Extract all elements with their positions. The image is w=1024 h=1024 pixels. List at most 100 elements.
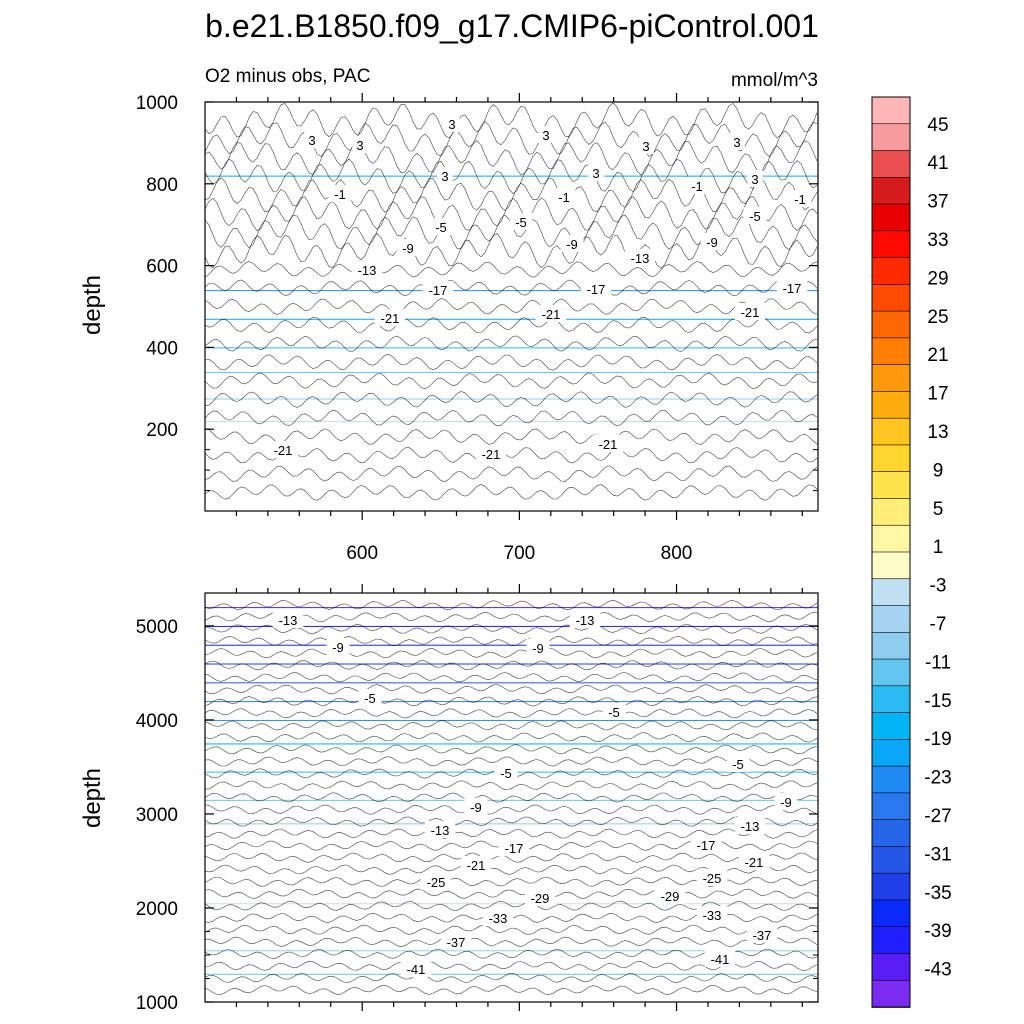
bottom-contour-label: -5 bbox=[608, 705, 620, 720]
top-contour-label-box bbox=[351, 261, 383, 278]
bottom-contour-band bbox=[205, 682, 818, 684]
top-contour-line bbox=[205, 196, 818, 232]
bottom-contour-label: -5 bbox=[500, 766, 512, 781]
top-contour-label: -1 bbox=[794, 192, 806, 207]
top-y-tick-label: 800 bbox=[146, 175, 178, 196]
top-contour-label-box bbox=[328, 185, 352, 202]
top-contour-label: 3 bbox=[733, 135, 740, 150]
top-contour-label-box bbox=[437, 167, 453, 184]
colorbar-tick-label: 13 bbox=[927, 422, 948, 443]
bottom-contour-label-box bbox=[424, 821, 456, 838]
top-contour-line bbox=[205, 372, 818, 390]
colorbar-swatch bbox=[871, 658, 911, 687]
colorbar-tick-label: 21 bbox=[927, 345, 948, 366]
bottom-contour-label-box bbox=[602, 703, 626, 720]
bottom-contour-band bbox=[205, 663, 818, 665]
bottom-contour-line bbox=[205, 732, 818, 743]
bottom-contour-label-box bbox=[358, 689, 382, 706]
top-contour-label: 3 bbox=[642, 139, 649, 154]
bottom-contour-label: -25 bbox=[427, 875, 446, 890]
top-contour-label: -21 bbox=[741, 305, 760, 320]
bottom-contour-band bbox=[205, 743, 818, 745]
colorbar-swatch bbox=[871, 578, 911, 607]
top-contour-label: 3 bbox=[592, 166, 599, 181]
top-x-tick-label: 700 bbox=[504, 543, 536, 564]
top-contour-label-box bbox=[788, 190, 812, 207]
colorbar-tick-label: -11 bbox=[925, 652, 951, 673]
bottom-contour-label: -17 bbox=[505, 841, 524, 856]
top-contour-label-box bbox=[267, 441, 299, 458]
bottom-contour-label-box bbox=[738, 853, 770, 870]
top-contour-label-box bbox=[475, 445, 507, 462]
top-contour-label: -21 bbox=[482, 447, 501, 462]
top-contour-band bbox=[205, 398, 818, 400]
colorbar-swatch bbox=[871, 417, 911, 446]
bottom-contour-line bbox=[205, 696, 818, 707]
colorbar-swatch bbox=[871, 979, 911, 1008]
top-contour-label-box bbox=[588, 164, 604, 181]
bottom-axes-frame bbox=[204, 592, 819, 1003]
top-contour-label-box bbox=[580, 280, 612, 297]
bottom-contour-line bbox=[205, 611, 818, 623]
bottom-contour-line bbox=[205, 684, 818, 695]
top-contour-label-box bbox=[685, 177, 709, 194]
colorbar-swatch bbox=[871, 899, 911, 928]
top-contour-label: -17 bbox=[429, 283, 448, 298]
top-contour-line bbox=[205, 335, 818, 352]
bottom-y-tick-label: 3000 bbox=[136, 805, 178, 826]
colorbar-swatch bbox=[871, 524, 911, 553]
bottom-contour-label: -33 bbox=[703, 908, 722, 923]
top-contour-label: -5 bbox=[515, 215, 527, 230]
colorbar-tick-label: 1 bbox=[933, 537, 944, 558]
top-contour-label-box bbox=[304, 131, 320, 148]
bottom-contour-label-box bbox=[569, 611, 601, 628]
top-contour-label-box bbox=[509, 213, 533, 230]
bottom-contour-line bbox=[205, 744, 818, 755]
bottom-contour-line bbox=[205, 636, 818, 647]
colorbar-swatch bbox=[871, 765, 911, 794]
top-contour-label: 3 bbox=[448, 117, 455, 132]
top-contour-label: -13 bbox=[358, 263, 377, 278]
top-contour-label: -21 bbox=[274, 443, 293, 458]
colorbar-swatch bbox=[871, 819, 911, 848]
top-contour-label: -9 bbox=[566, 237, 578, 252]
bottom-contour-label: -5 bbox=[364, 691, 376, 706]
colorbar-swatch bbox=[871, 605, 911, 634]
top-y-tick-label: 400 bbox=[146, 338, 178, 359]
top-contour-label: -17 bbox=[783, 281, 802, 296]
bottom-contour-label: -13 bbox=[741, 819, 760, 834]
colorbar-swatch bbox=[871, 953, 911, 982]
bottom-y-tick-label: 5000 bbox=[136, 617, 178, 638]
bottom-contour-label: -5 bbox=[732, 757, 744, 772]
top-x-tick-label: 600 bbox=[346, 543, 378, 564]
bottom-contour-band bbox=[205, 950, 818, 952]
bottom-contour-label-box bbox=[704, 950, 736, 967]
bottom-contour-line bbox=[205, 960, 818, 971]
top-contour-label: -17 bbox=[587, 282, 606, 297]
colorbar-swatch bbox=[871, 203, 911, 232]
top-contour-label-box bbox=[592, 435, 624, 452]
bottom-contour-label: -29 bbox=[661, 889, 680, 904]
colorbar-tick-label: -23 bbox=[924, 768, 951, 789]
colorbar-swatch bbox=[871, 150, 911, 179]
colorbar-swatch bbox=[871, 444, 911, 473]
top-contour-label: -5 bbox=[749, 209, 761, 224]
colorbar-swatch bbox=[871, 498, 911, 527]
top-y-tick-label: 200 bbox=[146, 420, 178, 441]
bottom-contour-line bbox=[205, 924, 818, 935]
bottom-contour-label: -9 bbox=[470, 800, 482, 815]
top-contour-line bbox=[205, 102, 818, 139]
bottom-contour-label: -41 bbox=[711, 952, 730, 967]
bottom-contour-label: -21 bbox=[745, 855, 764, 870]
top-contour-label: -1 bbox=[334, 187, 346, 202]
bottom-contour-label-box bbox=[482, 909, 514, 926]
colorbar-swatch bbox=[871, 846, 911, 874]
top-contour-label: 3 bbox=[751, 172, 758, 187]
top-y-tick-label: 1000 bbox=[136, 93, 178, 114]
bottom-contour-label-box bbox=[696, 906, 728, 923]
colorbar-tick-label: 17 bbox=[927, 384, 948, 405]
colorbar-tick-label: 41 bbox=[927, 153, 948, 174]
bottom-panel: -13 -13 -9 -9 -5 -5 -5 -5 -9 -9 -13 -13 -17 -17 -21 -21… bbox=[136, 584, 819, 1014]
bottom-contour-line bbox=[205, 720, 818, 731]
bottom-contour-line bbox=[205, 804, 818, 815]
